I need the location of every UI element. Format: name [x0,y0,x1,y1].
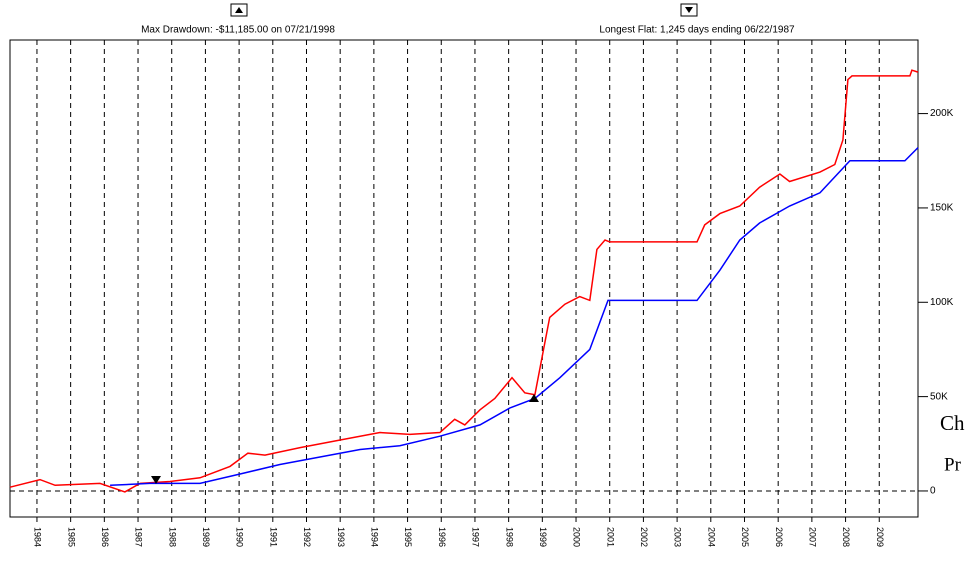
x-tick-label: 1992 [302,527,312,547]
equity-line [110,147,919,487]
x-tick-label: 1996 [437,527,447,547]
x-tick-label: 1993 [336,527,346,547]
x-tick-label: 1999 [538,527,548,547]
overlay-text: Ch [940,411,965,435]
x-tick-label: 1990 [235,527,245,547]
flat-icon-arrow [685,7,693,13]
x-tick-label: 1997 [471,527,481,547]
equity-line [9,69,919,493]
y-tick-label: 200K [930,108,954,119]
x-tick-label: 2005 [740,527,750,547]
x-tick-label: 1994 [369,527,379,547]
annotation: Longest Flat: 1,245 days ending 06/22/19… [599,25,795,36]
x-tick-label: 1998 [504,527,514,547]
grid [10,40,918,517]
y-tick-label: 100K [930,297,954,308]
y-tick-label: 50K [930,391,948,402]
x-tick-label: 1995 [403,527,413,547]
x-tick-label: 2008 [841,527,851,547]
x-tick-label: 1989 [201,527,211,547]
x-tick-label: 2001 [605,527,615,547]
drawdown-icon-arrow [235,7,243,13]
x-tick-label: 1991 [268,527,278,547]
x-tick-label: 2006 [774,527,784,547]
x-tick-label: 1984 [33,527,43,547]
x-tick-label: 2004 [706,527,716,547]
drawdown-marker [529,394,539,402]
x-tick-label: 2003 [673,527,683,547]
x-tick-label: 1985 [66,527,76,547]
y-tick-label: 0 [930,486,936,497]
x-tick-label: 1986 [100,527,110,547]
x-tick-label: 2007 [807,527,817,547]
annotation: Max Drawdown: -$11,185.00 on 07/21/1998 [141,25,335,36]
x-tick-label: 2009 [875,527,885,547]
x-tick-label: 1988 [167,527,177,547]
x-tick-label: 2000 [572,527,582,547]
flat-marker [151,476,161,484]
lines [9,69,919,493]
plot-frame [9,39,919,518]
x-tick-label: 2002 [639,527,649,547]
overlay-text: Pr [944,454,962,475]
x-tick-label: 1987 [134,527,144,547]
y-tick-label: 150K [930,203,954,214]
